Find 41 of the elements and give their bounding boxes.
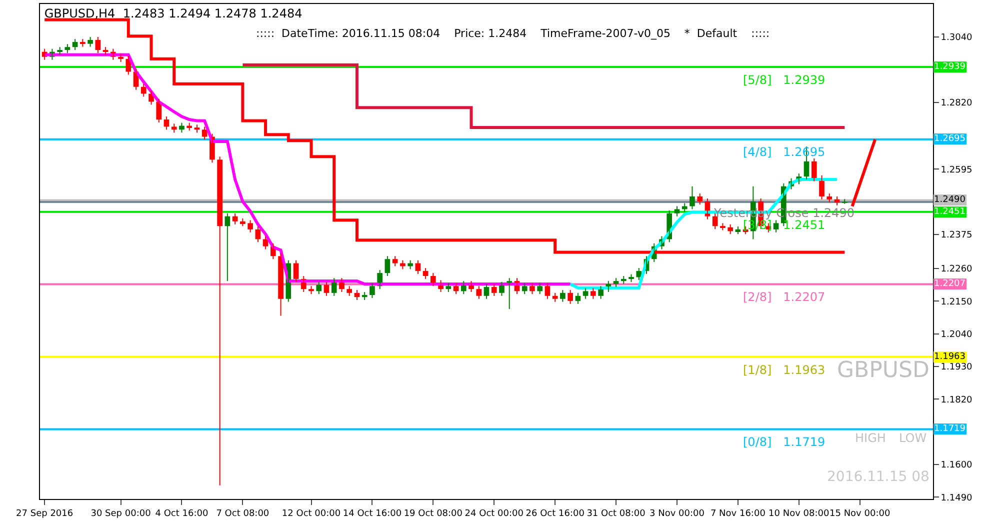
y-tick-label: 1.2820: [940, 98, 973, 108]
ref-line-label: [0/8] 1.1719: [743, 435, 826, 449]
y-tick-label: 1.2150: [940, 297, 973, 308]
x-tick-label: 14 Oct 16:00: [342, 508, 402, 519]
ref-line-label: [2/8] 1.2207: [743, 290, 826, 304]
x-tick-label: 12 Oct 00:00: [282, 508, 341, 519]
x-tick-label: 15 Nov 00:00: [830, 508, 890, 519]
ref-line-label: [1/8] 1.1963: [743, 363, 826, 377]
annotation: ::::: DateTime: 2016.11.15 08:04 Price: 1.2484 TimeFrame-2007-v0_05 * Default :::::: [256, 27, 770, 40]
y-tick-label: 1.3040: [940, 33, 973, 44]
annotation: 1.2207: [934, 279, 966, 289]
y-tick-label: 1.2595: [940, 165, 972, 176]
x-tick-label: 7 Oct 08:00: [216, 508, 270, 519]
x-tick-label: 31 Oct 08:00: [586, 508, 646, 519]
y-tick-label: 1.1820: [940, 395, 973, 406]
ref-line-label: [5/8] 1.2939: [743, 73, 826, 87]
annotation: 1.2490: [934, 195, 966, 205]
y-tick-label: 1.2260: [940, 264, 973, 275]
annotation: 1.2451: [934, 207, 966, 217]
annotation: 1.1963: [934, 352, 966, 362]
x-tick-label: 7 Nov 16:00: [710, 508, 766, 519]
x-tick-label: 26 Oct 16:00: [526, 508, 585, 519]
y-tick-label: 1.2375: [940, 230, 972, 241]
x-tick-label: 19 Oct 08:00: [404, 508, 463, 519]
annotation: 1.2939: [934, 62, 966, 72]
annotation: 1.2695: [934, 134, 966, 144]
y-tick-label: 1.1490: [940, 493, 973, 504]
x-tick-label: 30 Sep 00:00: [90, 508, 152, 519]
chart-title: GBPUSD,H4 1.2483 1.2494 1.2478 1.2484: [44, 6, 302, 20]
y-tick-label: 1.2040: [940, 330, 973, 340]
annotation: GBPUSD: [837, 358, 930, 383]
x-tick-label: 3 Nov 00:00: [650, 508, 705, 519]
x-tick-label: 10 Nov 08:00: [768, 508, 830, 519]
annotation: HIGH: [855, 431, 886, 445]
annotation: 1.1719: [934, 424, 966, 434]
y-tick-label: 1.1930: [940, 362, 973, 373]
x-tick-label: 4 Oct 16:00: [155, 508, 208, 519]
x-tick-label: 24 Oct 00:00: [464, 508, 524, 519]
annotation: LOW: [899, 431, 927, 445]
x-tick-label: 27 Sep 2016: [16, 508, 74, 519]
y-tick-label: 1.1600: [940, 460, 973, 471]
